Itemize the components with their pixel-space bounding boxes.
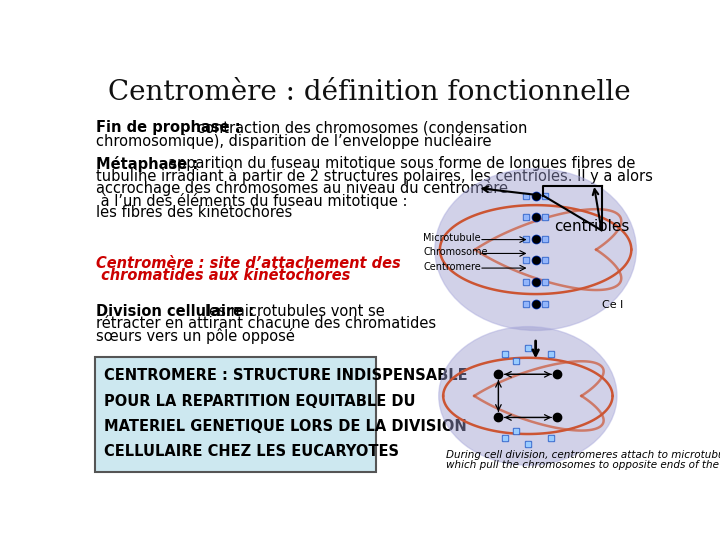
Text: which pull the chromosomes to opposite ends of the cell.: which pull the chromosomes to opposite e… <box>446 460 720 470</box>
Text: contraction des chromosomes (condensation: contraction des chromosomes (condensatio… <box>197 120 527 135</box>
Text: During cell division, centromeres attach to microtubules: During cell division, centromeres attach… <box>446 450 720 460</box>
Text: CENTROMERE : STRUCTURE INDISPENSABLE: CENTROMERE : STRUCTURE INDISPENSABLE <box>104 368 467 383</box>
Text: MATERIEL GENETIQUE LORS DE LA DIVISION: MATERIEL GENETIQUE LORS DE LA DIVISION <box>104 419 467 434</box>
Ellipse shape <box>435 168 636 330</box>
Text: Fin de prophase :: Fin de prophase : <box>96 120 246 135</box>
Ellipse shape <box>438 327 617 465</box>
Text: chromatides aux kinétochores: chromatides aux kinétochores <box>96 268 351 283</box>
Text: Division cellulaire :: Division cellulaire : <box>96 303 259 319</box>
FancyBboxPatch shape <box>96 356 376 472</box>
Text: Centromère : site d’attachement des: Centromère : site d’attachement des <box>96 256 401 271</box>
Text: Centromère : définition fonctionnelle: Centromère : définition fonctionnelle <box>108 79 630 106</box>
Text: à l’un des éléments du fuseau mitotique :: à l’un des éléments du fuseau mitotique … <box>96 193 408 208</box>
Text: CELLULAIRE CHEZ LES EUCARYOTES: CELLULAIRE CHEZ LES EUCARYOTES <box>104 444 399 460</box>
Text: apparition du fuseau mitotique sous forme de longues fibres de: apparition du fuseau mitotique sous form… <box>168 156 635 171</box>
Text: POUR LA REPARTITION EQUITABLE DU: POUR LA REPARTITION EQUITABLE DU <box>104 394 415 409</box>
Text: Microtubule: Microtubule <box>423 233 481 243</box>
Text: les microtubules vont se: les microtubules vont se <box>204 303 384 319</box>
Text: chromosomique), disparition de l’enveloppe nucléaire: chromosomique), disparition de l’envelop… <box>96 132 492 149</box>
Text: rétracter en attirant chacune des chromatides: rétracter en attirant chacune des chroma… <box>96 316 436 331</box>
Text: tubuline irradiant à partir de 2 structures polaires, les centrioles. Il y a alo: tubuline irradiant à partir de 2 structu… <box>96 168 653 184</box>
Text: sœurs vers un pôle opposé: sœurs vers un pôle opposé <box>96 328 295 344</box>
Text: Centromere: Centromere <box>423 261 481 272</box>
Text: les fibres des kinétochores: les fibres des kinétochores <box>96 205 292 220</box>
Text: Ce l: Ce l <box>601 300 623 309</box>
Text: accrochage des chromosomes au niveau du centromère: accrochage des chromosomes au niveau du … <box>96 180 508 197</box>
Text: Chromosome: Chromosome <box>423 247 487 257</box>
Text: Métaphase :: Métaphase : <box>96 156 204 172</box>
Text: centrioles: centrioles <box>554 219 629 234</box>
